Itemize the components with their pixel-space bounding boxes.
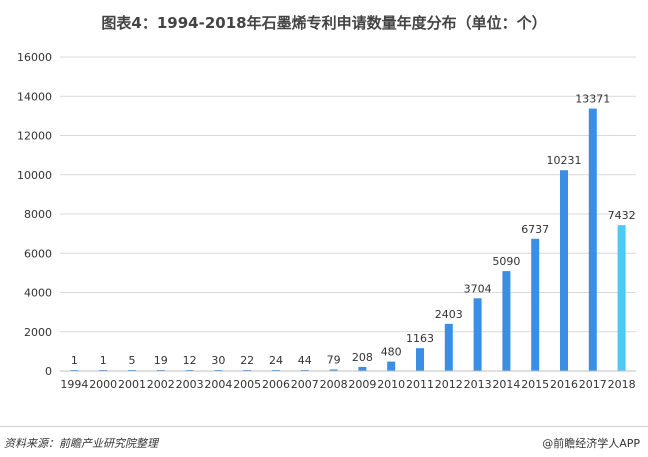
x-tick-label-2017: 2017 [579,378,607,391]
data-label-2005: 22 [240,354,254,367]
x-tick-label-2004: 2004 [204,378,232,391]
y-tick-label: 12000 [17,130,52,143]
x-tick-label-2002: 2002 [147,378,175,391]
data-label-2015: 6737 [521,223,549,236]
gridlines [60,56,636,333]
x-tick-label-1994: 1994 [60,378,88,391]
x-tick-label-2013: 2013 [464,378,492,391]
bar-2012 [444,323,453,371]
bar-2009 [358,366,367,371]
data-label-2017: 13371 [575,93,610,106]
x-tick-label-2010: 2010 [377,378,405,391]
data-label-2003: 12 [183,354,197,367]
data-label-2012: 2403 [435,308,463,321]
brand-credit: @前瞻经济学人APP [542,437,640,450]
data-label-2008: 79 [327,353,341,366]
x-tick-label-2012: 2012 [435,378,463,391]
data-label-2014: 5090 [492,255,520,268]
data-label-2004: 30 [211,354,225,367]
footer: 资料来源：前瞻产业研究院整理 @前瞻经济学人APP [0,426,648,457]
chart-title: 图表4：1994-2018年石墨烯专利申请数量年度分布（单位：个） [101,14,547,32]
x-tick-label-2018: 2018 [608,378,636,391]
x-tick-label-2001: 2001 [118,378,146,391]
data-label-2006: 24 [269,354,283,367]
y-tick-label: 4000 [24,287,52,300]
x-tick-label-2000: 2000 [89,378,117,391]
x-tick-label-2003: 2003 [176,378,204,391]
y-tick-label: 8000 [24,208,52,221]
data-label-2018: 7432 [608,209,636,222]
x-tick-label-2008: 2008 [320,378,348,391]
x-tick-label-2015: 2015 [521,378,549,391]
bar-2015 [531,238,540,371]
x-tick-label-2006: 2006 [262,378,290,391]
x-tick-label-2011: 2011 [406,378,434,391]
bar-2018 [617,225,626,371]
bar-2013 [473,298,482,371]
y-axis: 0 2000 4000 6000 8000 10000 12000 14000 16000 [17,51,52,378]
bar-2017 [588,108,597,372]
y-tick-label: 16000 [17,51,52,64]
bar-2016 [560,170,568,371]
y-tick-label: 2000 [24,326,52,339]
x-tick-label-2016: 2016 [550,378,578,391]
x-tick-label-2005: 2005 [233,378,261,391]
data-label-2002: 19 [154,354,168,367]
bar-2008 [329,369,338,371]
data-label-2009: 208 [352,351,373,364]
y-tick-label: 10000 [17,169,52,182]
x-tick-label-2014: 2014 [492,378,520,391]
x-tick-label-2007: 2007 [291,378,319,391]
data-label-2000: 1 [100,354,107,367]
data-label-2011: 1163 [406,332,434,345]
data-label-2010: 480 [381,346,402,359]
data-label-2001: 5 [129,354,136,367]
bar-2011 [416,348,424,371]
x-axis: 1994 2000 2001 2002 2003 2004 2005 2006 2007 2008… [60,370,636,391]
y-tick-label: 0 [45,365,52,378]
bar-2014 [502,271,511,371]
data-label-1994: 1 [71,354,78,367]
x-tick-label-2009: 2009 [348,378,376,391]
source-note: 资料来源：前瞻产业研究院整理 [4,437,158,450]
y-tick-label: 14000 [17,90,52,103]
data-label-2016: 10231 [547,154,582,167]
data-label-2007: 44 [298,354,312,367]
y-tick-label: 6000 [24,247,52,260]
bar-2010 [387,361,396,371]
data-label-2013: 3704 [464,282,492,295]
